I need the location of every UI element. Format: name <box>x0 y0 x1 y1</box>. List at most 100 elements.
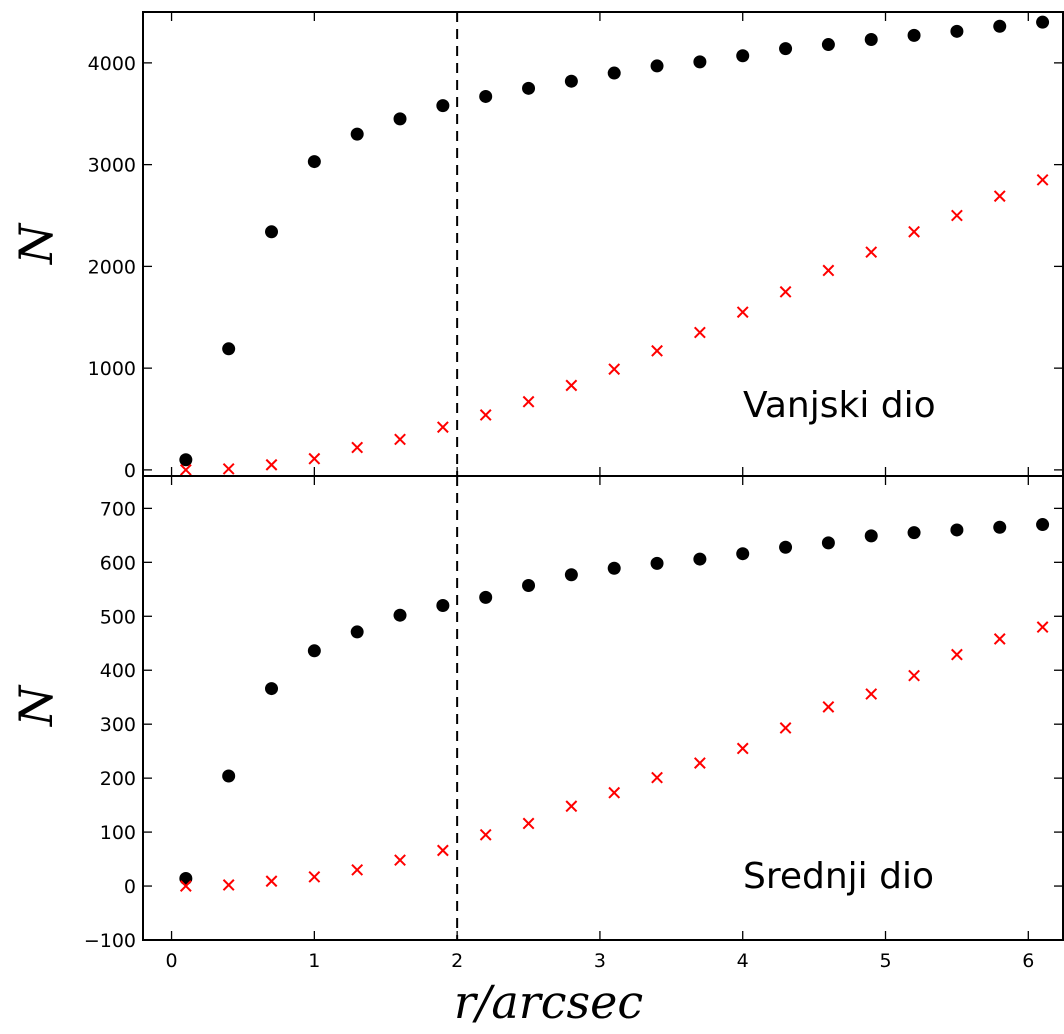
data-point-circle <box>522 579 536 593</box>
data-point-x <box>736 306 749 319</box>
x-tick-label: 1 <box>308 950 320 972</box>
data-point-circle <box>864 32 878 46</box>
data-point-x <box>222 879 235 891</box>
data-point-circle <box>179 453 193 467</box>
data-point-circle <box>564 568 578 582</box>
x-tick-label: 0 <box>166 950 178 972</box>
data-point-x <box>351 441 364 454</box>
y-tick-label: 0 <box>124 460 136 482</box>
x-axis-label: r/arcsec <box>454 975 643 1029</box>
y-axis-label: N <box>9 684 63 727</box>
data-point-x <box>736 742 749 755</box>
data-point-x <box>565 379 578 392</box>
data-point-circle <box>564 74 578 88</box>
data-point-circle <box>693 55 707 69</box>
data-point-circle <box>607 561 621 575</box>
data-point-x <box>908 225 920 238</box>
data-point-circle <box>736 49 750 63</box>
data-point-x <box>522 395 535 408</box>
data-point-x <box>179 463 192 476</box>
data-point-circle <box>993 520 1007 534</box>
data-point-x <box>608 786 621 799</box>
y-tick-label: −100 <box>84 930 136 952</box>
y-tick-label: 1000 <box>88 358 136 380</box>
data-point-circle <box>821 536 835 550</box>
data-point-x <box>608 363 621 376</box>
data-point-x <box>651 771 663 784</box>
data-point-x <box>693 757 706 769</box>
data-point-circle <box>821 38 835 52</box>
y-tick-label: 0 <box>124 876 136 898</box>
data-point-circle <box>1036 518 1050 532</box>
y-tick-label: 600 <box>100 552 136 574</box>
data-point-circle <box>779 42 793 56</box>
data-point-x <box>822 264 835 277</box>
y-axis-label: N <box>9 222 63 265</box>
data-point-x <box>179 880 192 892</box>
data-point-circle <box>265 225 279 239</box>
data-point-circle <box>307 155 321 169</box>
data-point-circle <box>179 871 193 885</box>
data-point-circle <box>522 81 536 95</box>
data-point-x <box>308 870 321 883</box>
data-point-x <box>950 648 963 661</box>
data-point-x <box>265 458 278 471</box>
data-point-x <box>993 190 1006 203</box>
data-point-circle <box>736 547 750 561</box>
data-point-x <box>565 800 578 813</box>
data-point-circle <box>350 127 364 141</box>
data-point-circle <box>393 112 407 126</box>
data-point-x <box>651 344 663 357</box>
y-tick-label: 200 <box>100 768 136 790</box>
data-point-circle <box>436 99 450 113</box>
data-point-circle <box>350 625 364 639</box>
data-point-x <box>908 669 920 682</box>
data-point-circle <box>693 552 707 566</box>
panel-annotation: Vanjski dio <box>743 385 936 426</box>
panel-top: 0 1000 2000 3000 4000 Vanjski dio N <box>9 11 1064 482</box>
data-point-circle <box>607 66 621 80</box>
data-point-x <box>394 433 406 446</box>
data-point-x <box>1036 173 1049 186</box>
data-point-x <box>222 462 235 475</box>
x-tick-label: 6 <box>1022 950 1034 972</box>
x-tick-label: 2 <box>451 950 463 972</box>
data-point-x <box>779 285 792 298</box>
data-point-circle <box>479 590 493 604</box>
data-point-x <box>436 421 449 434</box>
data-point-circle <box>393 608 407 622</box>
y-tick-label: 500 <box>100 606 136 628</box>
data-point-x <box>436 844 449 857</box>
y-tick-label: 400 <box>100 660 136 682</box>
x-tick-label: 3 <box>594 950 606 972</box>
data-point-circle <box>864 529 878 543</box>
x-tick-label: 5 <box>879 950 891 972</box>
data-point-x <box>1036 621 1049 633</box>
x-tick-label: 4 <box>737 950 749 972</box>
data-point-x <box>308 452 321 465</box>
panel-bottom: 0 1 2 3 4 5 6 −100 0 100 200 300 400 500 600 700 Srednji… <box>9 475 1064 972</box>
data-point-circle <box>265 682 279 696</box>
panel-annotation: Srednji dio <box>743 856 934 897</box>
data-point-x <box>822 701 835 713</box>
data-point-x <box>522 817 535 830</box>
data-point-circle <box>222 769 236 783</box>
data-point-circle <box>479 89 493 103</box>
data-point-circle <box>436 598 450 612</box>
data-point-circle <box>779 540 793 554</box>
data-point-circle <box>307 644 321 658</box>
data-point-x <box>479 409 492 421</box>
data-point-x <box>865 246 878 259</box>
y-tick-label: 700 <box>100 498 136 520</box>
data-point-x <box>865 688 878 700</box>
data-point-x <box>479 828 492 841</box>
data-point-x <box>394 854 406 867</box>
data-point-circle <box>950 523 964 537</box>
data-point-circle <box>907 526 921 540</box>
data-point-x <box>993 633 1006 645</box>
y-tick-label: 300 <box>100 714 136 736</box>
data-point-x <box>693 326 706 339</box>
data-point-circle <box>993 19 1007 33</box>
data-point-x <box>351 863 364 876</box>
